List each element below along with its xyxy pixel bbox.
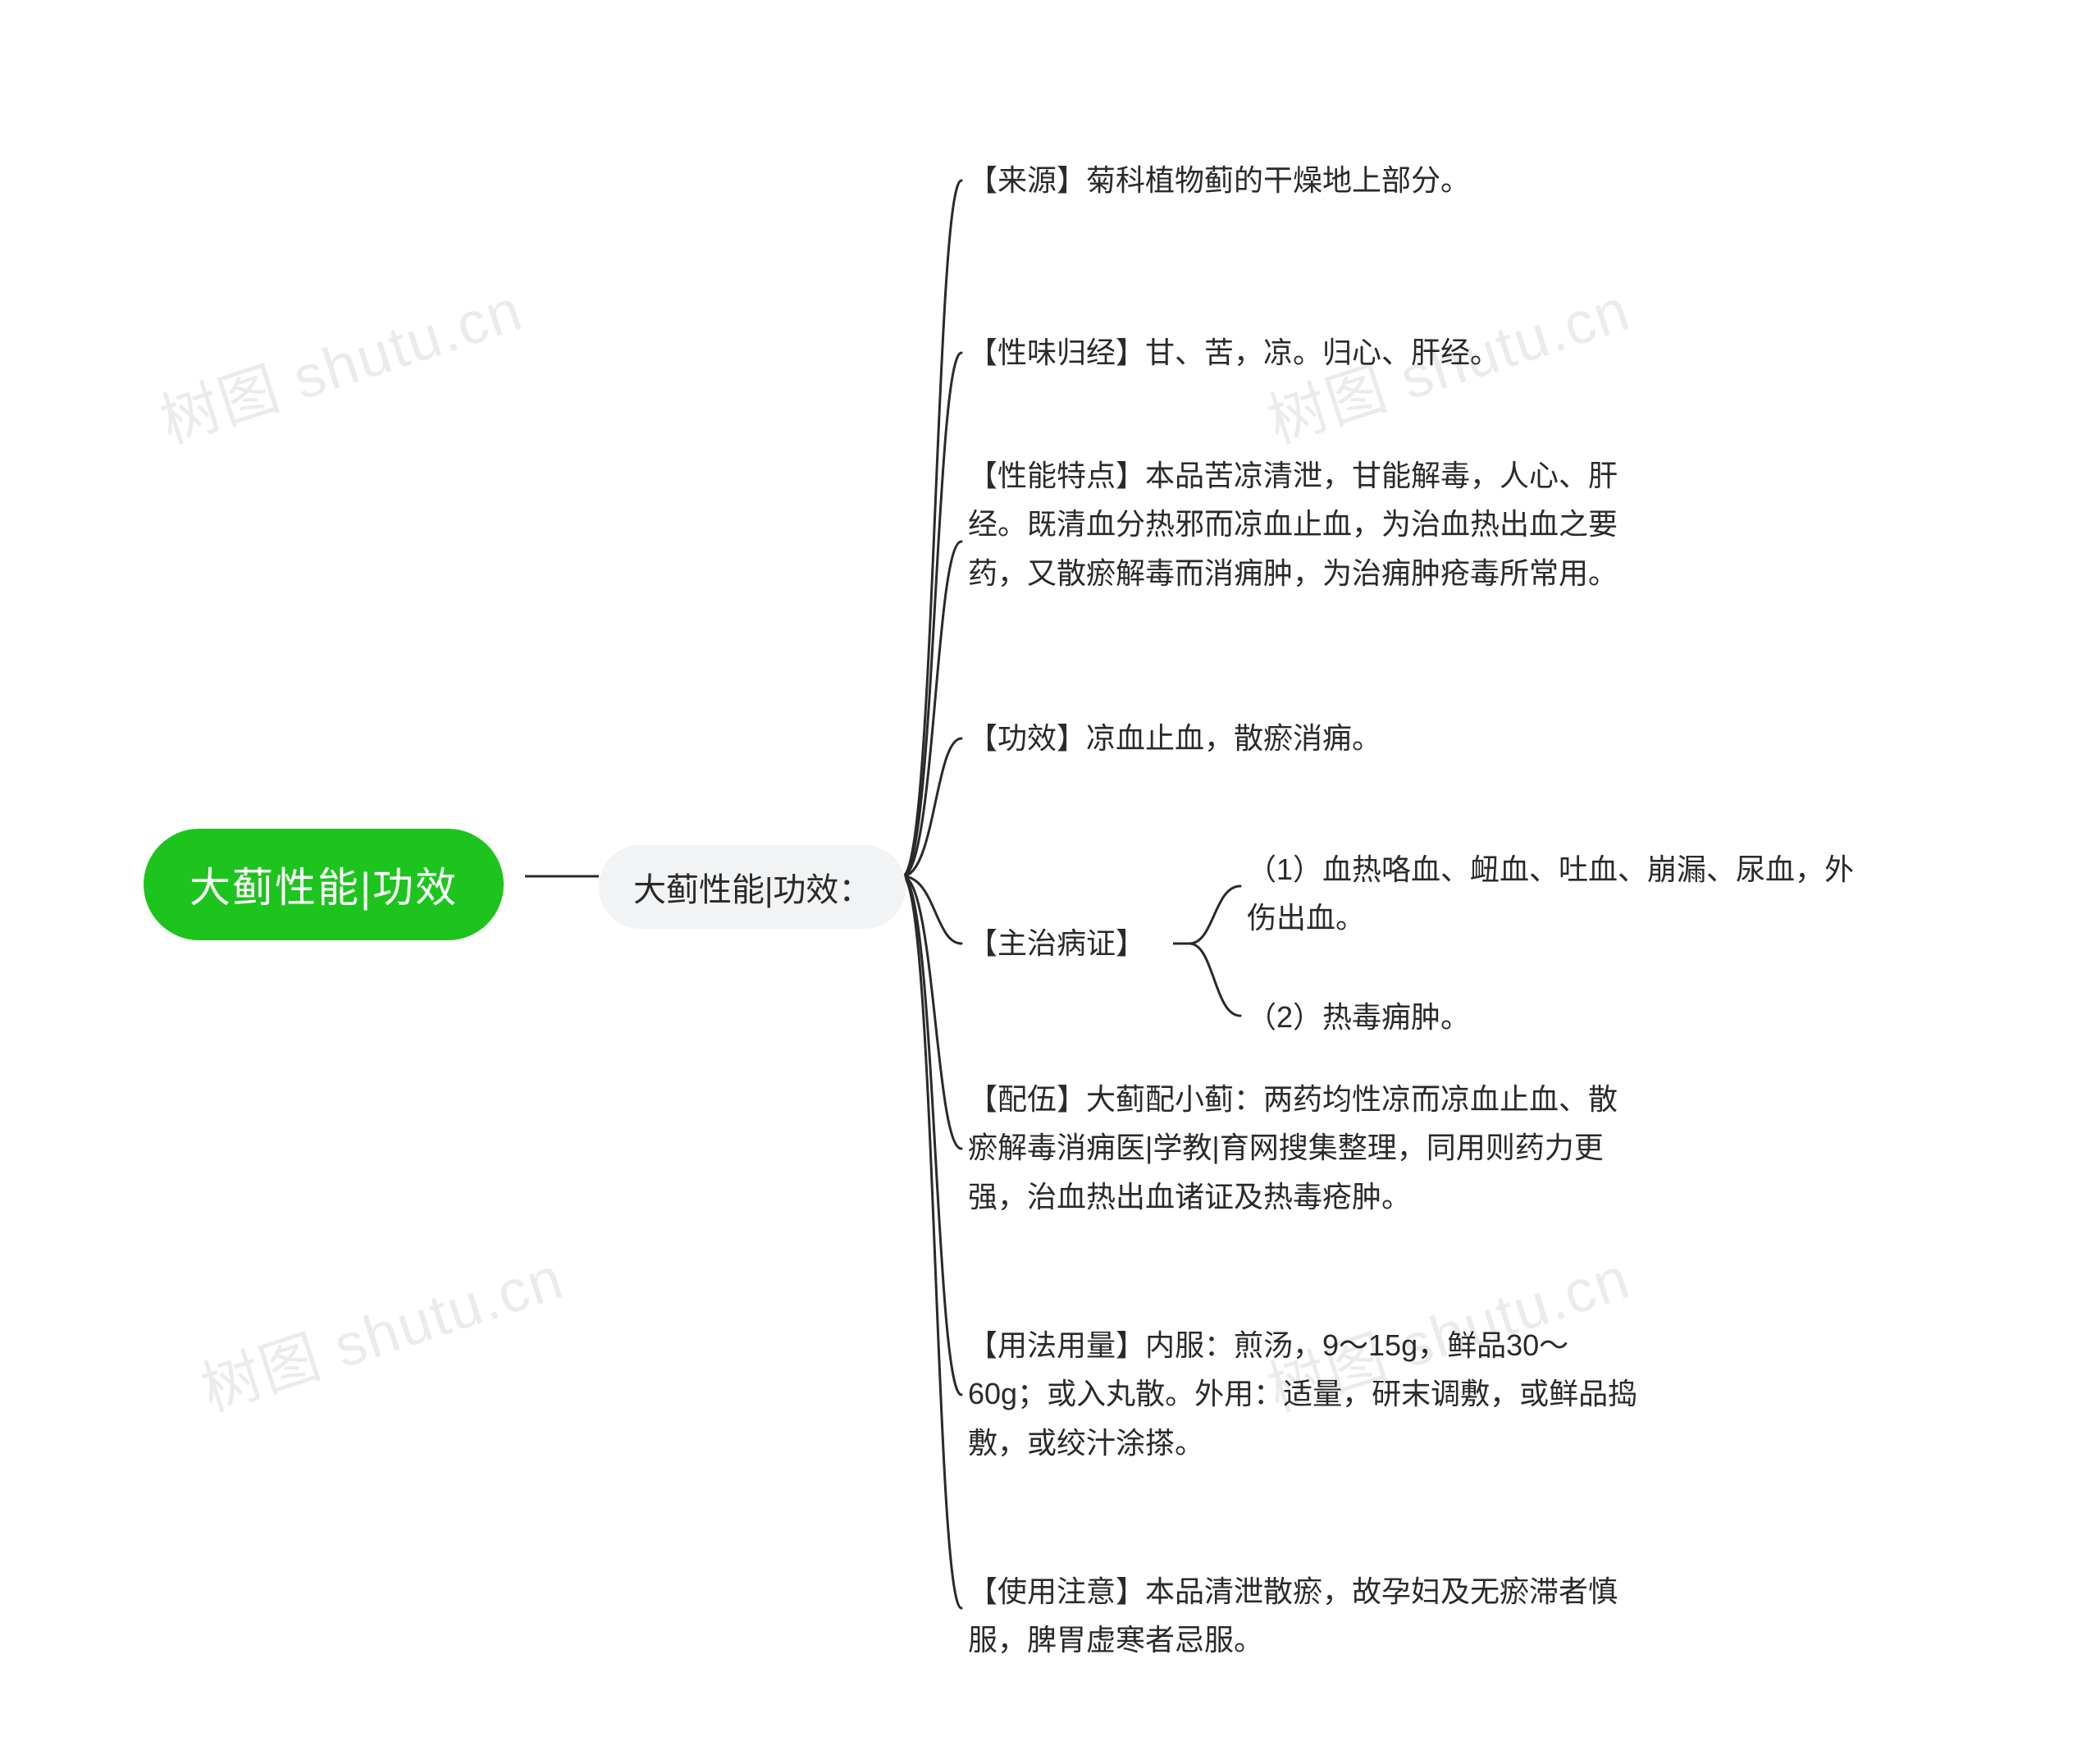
- conn-main: [902, 353, 961, 876]
- leaf-yf[interactable]: 【用法用量】内服：煎汤，9～15g，鲜品30～60g；或入丸散。外用：适量，研末…: [968, 1321, 1641, 1467]
- sub-node[interactable]: 大蓟性能|功效：: [599, 845, 906, 929]
- conn-main: [902, 876, 961, 1395]
- conn-main: [902, 542, 961, 876]
- conn-main: [902, 181, 961, 876]
- watermark-2: 树图 shutu.cn: [189, 1229, 573, 1427]
- bracket-zz: [1173, 886, 1240, 1016]
- watermark-0: 树图 shutu.cn: [148, 261, 532, 459]
- leaf-zz2[interactable]: （2）热毒痈肿。: [1247, 993, 1870, 1041]
- leaf-zz[interactable]: 【主治病证】: [968, 919, 1181, 967]
- conn-zz: [1189, 944, 1240, 1016]
- bracket-main: [902, 181, 961, 1608]
- leaf-xn[interactable]: 【性能特点】本品苦凉清泄，甘能解毒，人心、肝经。既清血分热邪而凉血止血，为治血热…: [968, 451, 1641, 597]
- leaf-zy[interactable]: 【使用注意】本品清泄散瘀，故孕妇及无瘀滞者慎服，脾胃虚寒者忌服。: [968, 1567, 1641, 1665]
- leaf-gx[interactable]: 【功效】凉血止血，散瘀消痈。: [968, 714, 1641, 762]
- conn-main: [902, 876, 961, 1608]
- leaf-pw[interactable]: 【配伍】大蓟配小蓟：两药均性凉而凉血止血、散瘀解毒消痈医|学教|育网搜集整理，同…: [968, 1075, 1641, 1221]
- mindmap-canvas: 大蓟性能|功效 大蓟性能|功效： 【来源】菊科植物蓟的干燥地上部分。【性味归经】…: [0, 0, 2100, 1755]
- conn-zz: [1189, 886, 1240, 944]
- root-node[interactable]: 大蓟性能|功效: [144, 829, 504, 940]
- conn-main: [902, 876, 961, 944]
- conn-main: [902, 738, 961, 876]
- leaf-src[interactable]: 【来源】菊科植物蓟的干燥地上部分。: [968, 156, 1641, 204]
- leaf-zz1[interactable]: （1）血热咯血、衄血、吐血、崩漏、尿血，外伤出血。: [1247, 845, 1870, 943]
- leaf-xw[interactable]: 【性味归经】甘、苦，凉。归心、肝经。: [968, 328, 1641, 377]
- conn-main: [902, 876, 961, 1149]
